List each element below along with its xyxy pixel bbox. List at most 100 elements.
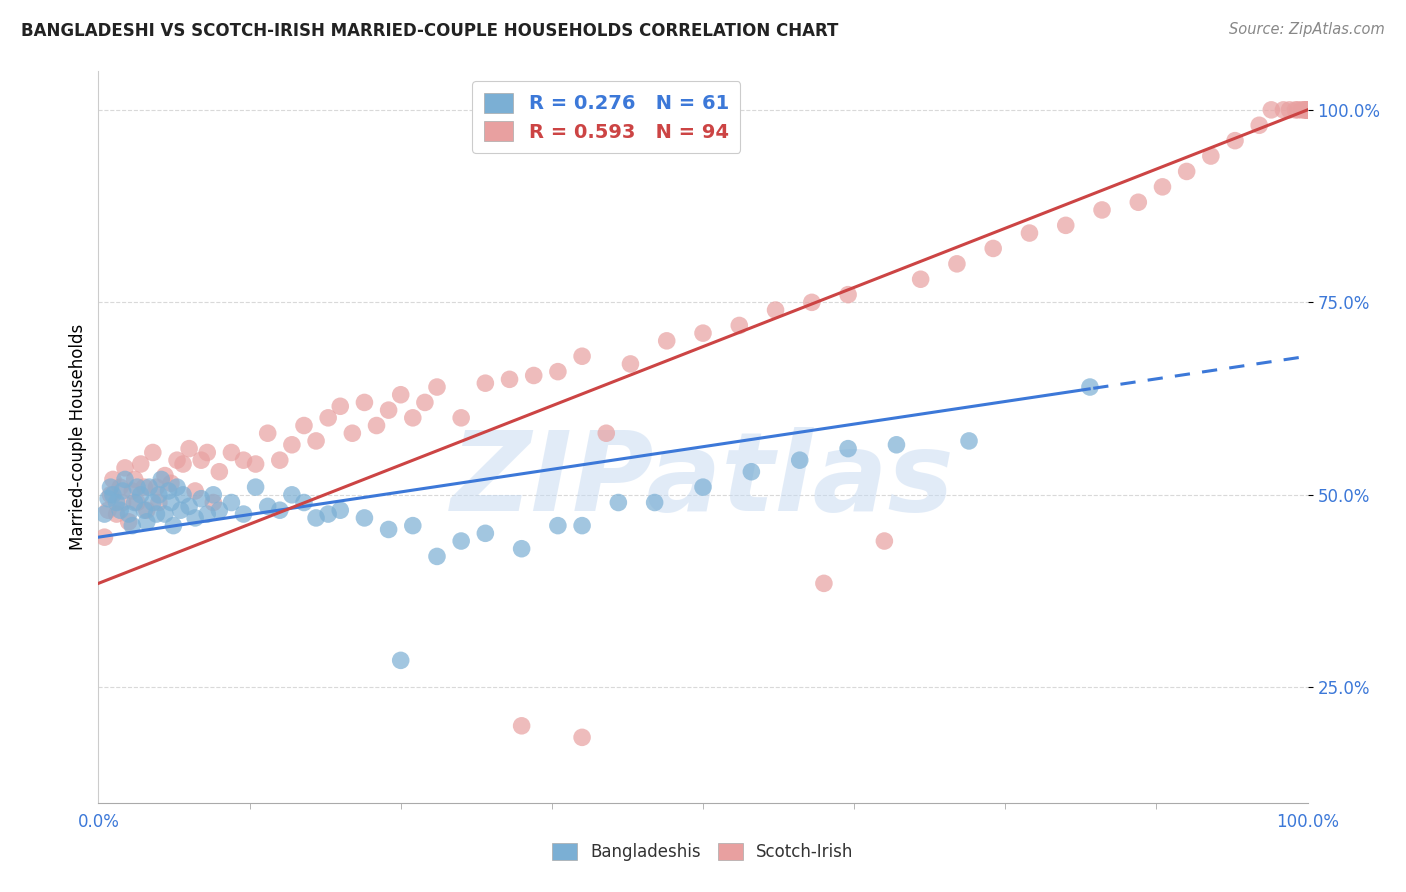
Point [179,500,201,514]
Point [1296,103,1319,117]
Point [292,418,315,433]
Point [134,480,156,494]
Point [389,653,412,667]
Point [169,503,191,517]
Point [118,507,141,521]
Point [1296,103,1319,117]
Point [101,472,124,486]
Point [946,257,969,271]
Point [1296,103,1319,117]
Point [157,483,180,498]
Point [692,326,714,340]
Point [837,287,859,301]
Point [607,495,630,509]
Point [281,438,304,452]
Point [138,480,160,494]
Point [474,376,496,391]
Point [160,476,183,491]
Point [789,453,811,467]
Point [135,503,157,517]
Point [377,523,399,537]
Point [813,576,835,591]
Point [1291,103,1313,117]
Point [342,426,364,441]
Point [413,395,436,409]
Point [269,453,291,467]
Legend: Bangladeshis, Scotch-Irish: Bangladeshis, Scotch-Irish [546,836,860,868]
Point [377,403,399,417]
Point [1286,103,1309,117]
Point [129,488,152,502]
Point [498,372,520,386]
Point [121,483,143,498]
Point [1295,103,1317,117]
Point [202,495,225,509]
Text: BANGLADESHI VS SCOTCH-IRISH MARRIED-COUPLE HOUSEHOLDS CORRELATION CHART: BANGLADESHI VS SCOTCH-IRISH MARRIED-COUP… [21,22,838,40]
Point [837,442,859,456]
Point [510,541,533,556]
Point [571,518,593,533]
Point [105,495,128,509]
Point [1294,103,1316,117]
Point [1152,179,1174,194]
Point [329,503,352,517]
Point [353,511,375,525]
Point [142,445,165,459]
Point [305,434,328,448]
Point [121,518,143,533]
Point [450,410,472,425]
Point [245,480,267,494]
Point [100,480,122,494]
Point [97,491,120,506]
Point [1292,103,1315,117]
Point [1128,195,1150,210]
Point [108,480,131,494]
Point [366,418,388,433]
Point [232,507,254,521]
Point [124,495,146,509]
Point [93,530,115,544]
Point [195,445,218,459]
Point [1078,380,1101,394]
Point [595,426,617,441]
Point [179,442,201,456]
Point [208,465,231,479]
Point [145,507,167,521]
Point [1260,103,1282,117]
Point [281,488,304,502]
Point [101,488,124,502]
Point [1278,103,1301,117]
Point [523,368,546,383]
Point [619,357,641,371]
Point [127,495,149,509]
Text: Source: ZipAtlas.com: Source: ZipAtlas.com [1229,22,1385,37]
Point [269,503,291,517]
Point [765,303,787,318]
Point [208,503,231,517]
Point [886,438,908,452]
Point [1296,103,1319,117]
Point [108,503,131,517]
Point [148,495,170,509]
Point [510,719,533,733]
Point [114,472,136,486]
Point [221,495,243,509]
Point [1296,103,1319,117]
Point [402,410,425,425]
Point [142,495,165,509]
Point [172,488,194,502]
Point [1272,103,1295,117]
Point [105,507,128,521]
Point [172,457,194,471]
Point [114,461,136,475]
Point [1054,219,1077,233]
Point [245,457,267,471]
Point [981,242,1004,256]
Point [389,388,412,402]
Point [100,488,122,502]
Point [655,334,678,348]
Point [145,480,167,494]
Point [127,480,149,494]
Point [148,488,170,502]
Point [1199,149,1222,163]
